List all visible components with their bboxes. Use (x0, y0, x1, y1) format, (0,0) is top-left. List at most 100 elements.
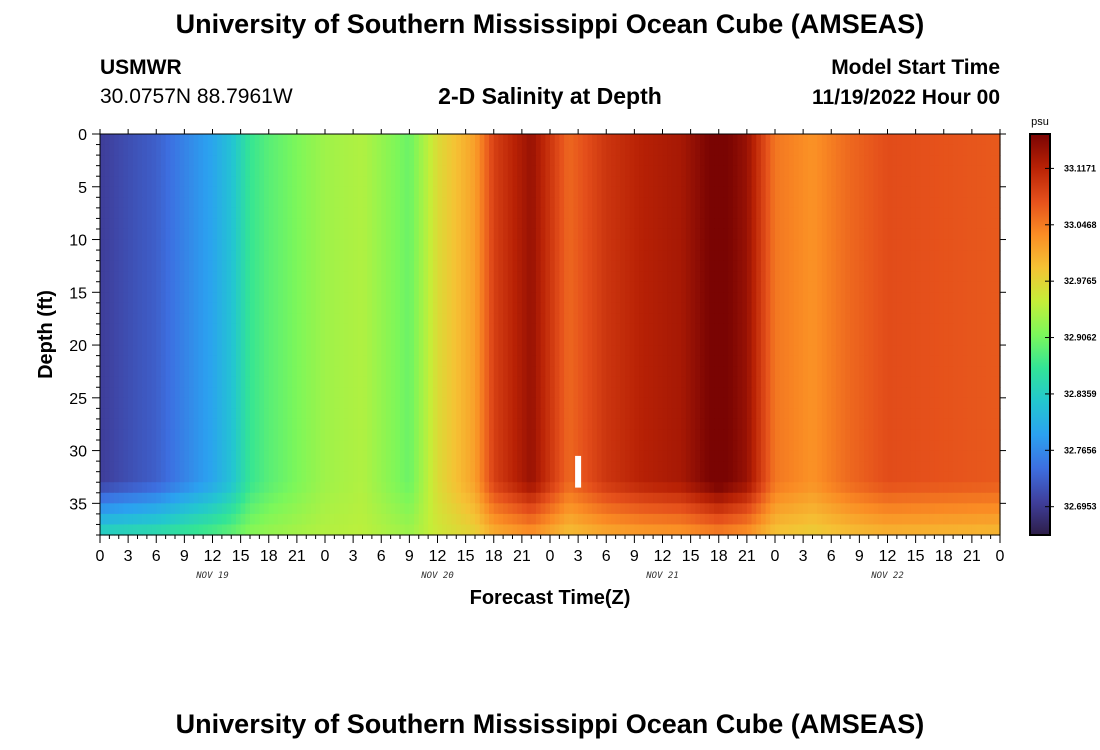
heatmap-cell (357, 345, 364, 357)
heatmap-cell (746, 165, 753, 177)
heatmap-cell (493, 397, 500, 409)
heatmap-cell (254, 144, 260, 156)
heatmap-cell (460, 397, 467, 409)
heatmap-cell (718, 387, 725, 399)
heatmap-cell (409, 313, 415, 325)
heatmap-cell (765, 271, 771, 283)
heatmap-cell (264, 292, 270, 304)
heatmap-cell (606, 397, 612, 409)
heatmap-cell (821, 228, 828, 241)
heatmap-cell (742, 239, 748, 251)
heatmap-cell (789, 345, 795, 357)
heatmap-cell (587, 313, 593, 325)
heatmap-cell (812, 313, 818, 325)
heatmap-cell (362, 144, 368, 156)
heatmap-cell (385, 207, 392, 220)
heatmap-cell (235, 387, 242, 399)
heatmap-cell (535, 292, 542, 304)
heatmap-cell (409, 345, 415, 357)
heatmap-cell (118, 165, 125, 177)
heatmap-cell (568, 397, 575, 409)
heatmap-cell (835, 144, 842, 156)
heatmap-cell (948, 207, 954, 220)
heatmap-cell (498, 250, 504, 262)
heatmap-cell (526, 292, 532, 304)
heatmap-cell (259, 239, 265, 251)
heatmap-cell (957, 250, 964, 262)
heatmap-cell (798, 250, 804, 262)
heatmap-cell (320, 207, 326, 220)
heatmap-cell (657, 260, 664, 272)
heatmap-cell (934, 165, 940, 177)
heatmap-cell (662, 355, 668, 367)
heatmap-cell (746, 197, 753, 209)
heatmap-cell (264, 144, 270, 156)
heatmap-cell (310, 239, 317, 251)
heatmap-cell (198, 271, 204, 283)
heatmap-cell (489, 134, 495, 146)
heatmap-cell (446, 176, 453, 188)
heatmap-cell (737, 355, 743, 367)
heatmap-cell (385, 186, 392, 198)
heatmap-cell (793, 260, 800, 272)
heatmap-cell (934, 228, 940, 241)
heatmap-cell (723, 207, 729, 220)
heatmap-cell (329, 387, 335, 399)
heatmap-cell (325, 281, 331, 293)
heatmap-cell (676, 134, 682, 146)
heatmap-cell (498, 281, 504, 293)
heatmap-cell (348, 387, 354, 399)
heatmap-cell (582, 313, 589, 325)
heatmap-cell (207, 271, 214, 283)
heatmap-cell (282, 155, 289, 167)
heatmap-cell (681, 345, 687, 357)
heatmap-cell (981, 165, 987, 177)
heatmap-cell (700, 144, 706, 156)
heatmap-cell (587, 186, 593, 198)
heatmap-cell (657, 376, 664, 388)
heatmap-cell (381, 228, 387, 241)
heatmap-cell (428, 302, 434, 314)
heatmap-cell (381, 323, 387, 336)
heatmap-cell (292, 134, 298, 146)
heatmap-cell (278, 292, 284, 304)
heatmap-cell (245, 186, 251, 198)
heatmap-cell (353, 207, 359, 220)
heatmap-cell (920, 228, 926, 241)
heatmap-cell (521, 228, 528, 241)
heatmap-cell (521, 302, 528, 314)
heatmap-cell (315, 271, 321, 283)
heatmap-cell (817, 387, 823, 399)
heatmap-cell (390, 355, 396, 367)
heatmap-cell (137, 207, 143, 220)
heatmap-cell (371, 239, 378, 251)
heatmap-cell (475, 260, 481, 272)
heatmap-cell (821, 155, 828, 167)
heatmap-cell (404, 323, 410, 336)
heatmap-cell (653, 302, 659, 314)
heatmap-cell (521, 260, 528, 272)
heatmap-cell (779, 165, 785, 177)
heatmap-cell (798, 387, 804, 399)
heatmap-cell (381, 345, 387, 357)
heatmap-cell (221, 334, 228, 346)
heatmap-cell (723, 323, 729, 336)
heatmap-cell (732, 334, 739, 346)
heatmap-cell (235, 334, 242, 346)
heatmap-cell (887, 281, 893, 293)
heatmap-cell (348, 376, 354, 388)
heatmap-cell (892, 355, 898, 367)
heatmap-cell (545, 134, 551, 146)
heatmap-cell (629, 302, 635, 314)
heatmap-cell (596, 260, 603, 272)
heatmap-cell (906, 176, 912, 188)
heatmap-cell (779, 323, 785, 336)
heatmap-cell (165, 334, 171, 346)
heatmap-cell (273, 218, 279, 230)
heatmap-cell (100, 281, 106, 293)
heatmap-cell (142, 165, 148, 177)
heatmap-cell (807, 228, 814, 241)
heatmap-cell (990, 176, 996, 188)
heatmap-cell (198, 355, 204, 367)
heatmap-cell (812, 271, 818, 283)
